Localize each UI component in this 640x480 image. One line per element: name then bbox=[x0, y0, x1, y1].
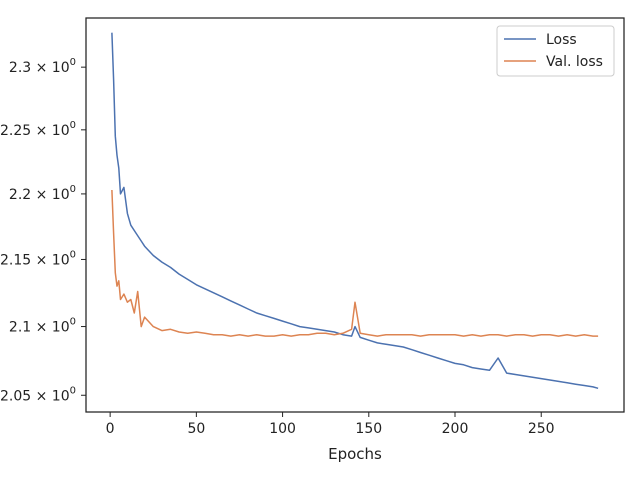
x-tick-label: 150 bbox=[355, 421, 382, 437]
x-tick-label: 250 bbox=[528, 421, 555, 437]
y-tick-label: 2.25 × 100 bbox=[0, 120, 76, 139]
y-tick-label: 2.2 × 100 bbox=[9, 184, 76, 203]
y-axis-ticks: 2.05 × 100 2.1 × 100 2.15 × 100 2.2 × 100 2.… bbox=[0, 57, 86, 404]
y-tick-label: 2.05 × 100 bbox=[0, 385, 76, 404]
legend: Loss Val. loss bbox=[496, 25, 615, 77]
legend-label-1: Val. loss bbox=[546, 54, 603, 70]
series-layer bbox=[111, 32, 599, 390]
x-tick-label: 200 bbox=[442, 421, 469, 437]
series-line-1 bbox=[111, 189, 599, 337]
y-tick-label: 2.3 × 100 bbox=[9, 57, 76, 76]
x-tick-label: 50 bbox=[187, 421, 205, 437]
x-tick-label: 100 bbox=[269, 421, 296, 437]
series-line-0 bbox=[111, 32, 599, 390]
y-tick-label: 2.1 × 100 bbox=[9, 317, 76, 336]
legend-label-0: Loss bbox=[546, 32, 577, 48]
x-axis-ticks: 0 50 100 150 200 250 bbox=[106, 412, 555, 437]
x-tick-label: 0 bbox=[106, 421, 115, 437]
plot-frame bbox=[85, 17, 625, 413]
x-axis-label: Epochs bbox=[328, 445, 382, 463]
y-tick-label: 2.15 × 100 bbox=[0, 249, 76, 268]
